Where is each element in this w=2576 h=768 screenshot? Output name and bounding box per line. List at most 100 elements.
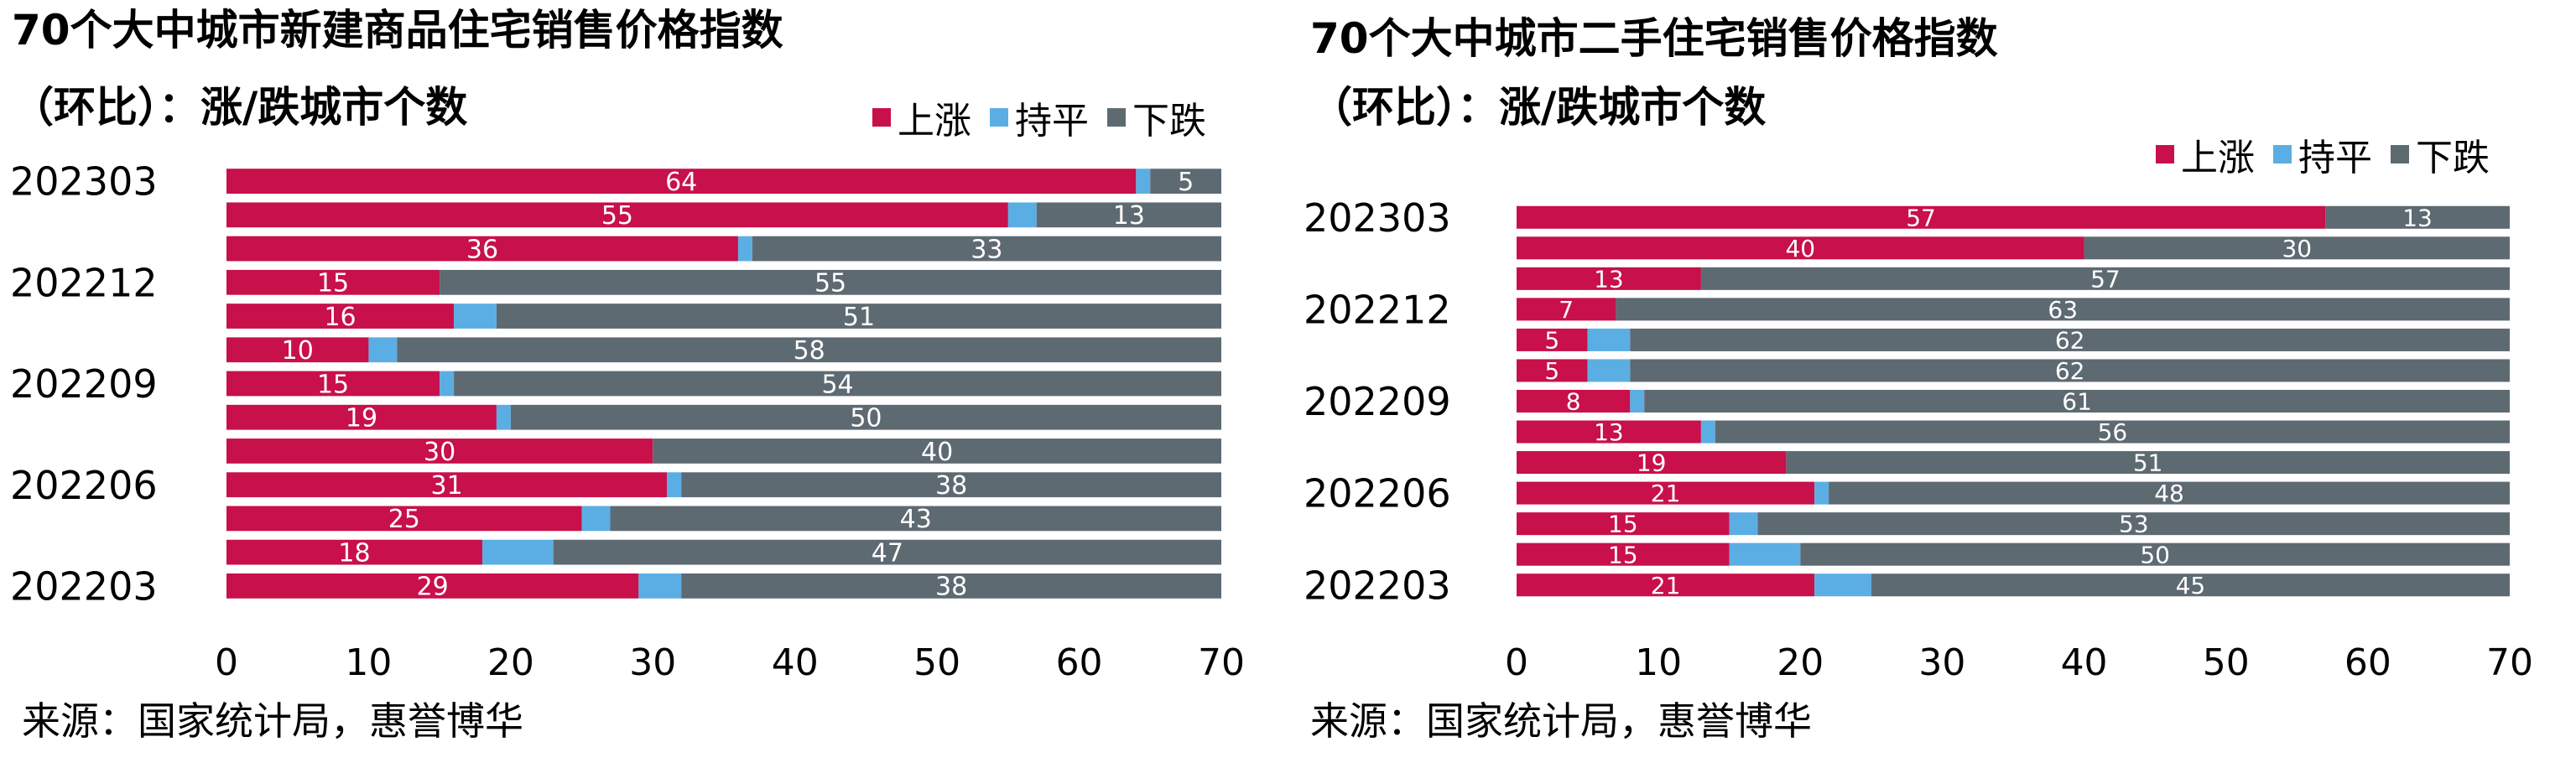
- bar-segment-up: [226, 404, 497, 430]
- data-label-up: 36: [466, 235, 498, 264]
- legend-label-up: 上涨: [2181, 137, 2255, 179]
- chart-panel-new-homes: 70个大中城市新建商品住宅销售价格指数 （环比）：涨/跌城市个数 上涨 持平 下…: [10, 6, 1245, 744]
- category-label: 202203: [1304, 563, 1451, 608]
- source-note: 来源：国家统计局，惠誉博华: [22, 698, 523, 744]
- legend-swatch-up: [2156, 145, 2174, 163]
- bar-segment-flat: [638, 573, 682, 599]
- bar-segment-up: [1517, 573, 1815, 597]
- bar-segment-down: [1616, 298, 2510, 321]
- bar-segment-down: [1871, 573, 2510, 597]
- x-tick-label: 60: [2344, 641, 2391, 684]
- data-label-down: 51: [843, 303, 875, 332]
- chart-legend: 上涨 持平 下跌: [2156, 127, 2490, 181]
- data-label-down: 56: [2098, 418, 2128, 446]
- x-tick-label: 30: [1918, 641, 1965, 684]
- x-tick-label: 10: [345, 641, 392, 684]
- legend-item-flat: 持平: [990, 91, 1089, 144]
- stacked-bar-chart-second-hand-homes: 57 13 202303 40 30 13 57 7 63 202212 5 62 5 62 8 61 2022…: [1304, 195, 2533, 684]
- bar-segment-up: [1517, 328, 1588, 351]
- x-tick-label: 50: [2203, 641, 2250, 684]
- data-label-down: 13: [1113, 201, 1145, 231]
- bar-segment-down: [681, 573, 1221, 599]
- data-label-up: 19: [1637, 449, 1667, 477]
- bar-segment-down: [2325, 205, 2510, 229]
- category-label: 202206: [10, 463, 158, 508]
- bar-segment-flat: [1587, 359, 1631, 382]
- bar-segment-flat: [454, 304, 497, 329]
- data-label-up: 31: [431, 471, 463, 501]
- x-tick-label: 10: [1635, 641, 1682, 684]
- bar-segment-down: [1700, 267, 2510, 290]
- data-label-up: 64: [665, 168, 697, 197]
- x-tick-label: 20: [1777, 641, 1824, 684]
- bar-segment-flat: [1587, 328, 1631, 351]
- category-label: 202212: [1304, 287, 1451, 332]
- legend-swatch-down: [2391, 145, 2409, 163]
- data-label-down: 33: [971, 235, 1002, 264]
- data-label-up: 13: [1594, 418, 1624, 446]
- data-label-down: 47: [872, 538, 903, 568]
- bar-segment-flat: [368, 337, 398, 363]
- x-tick-label: 70: [2486, 641, 2533, 684]
- bar-segment-down: [752, 236, 1221, 262]
- data-label-down: 38: [935, 471, 967, 501]
- bar-segment-up: [226, 169, 1137, 195]
- data-label-down: 38: [935, 573, 967, 602]
- bar-segment-down: [681, 472, 1221, 498]
- bar-segment-flat: [440, 371, 455, 397]
- legend-label-down: 下跌: [2416, 137, 2490, 179]
- data-label-up: 25: [388, 505, 420, 534]
- bar-segment-down: [1644, 389, 2510, 413]
- bar-segment-flat: [737, 236, 752, 262]
- data-label-down: 57: [2090, 265, 2121, 293]
- category-label: 202212: [10, 260, 158, 305]
- data-label-down: 62: [2055, 327, 2085, 355]
- bar-segment-up: [1517, 267, 1701, 290]
- bar-segment-flat: [1007, 202, 1037, 228]
- bar-segment-up: [226, 304, 455, 329]
- data-label-up: 15: [317, 269, 349, 298]
- bar-segment-down: [510, 404, 1221, 430]
- x-tick-label: 60: [1056, 641, 1103, 684]
- bar-segment-up: [1517, 298, 1616, 321]
- bar-segment-flat: [481, 539, 554, 565]
- bar-segment-down: [1150, 169, 1221, 195]
- data-label-down: 48: [2154, 480, 2184, 507]
- bar-segment-up: [1517, 542, 1730, 566]
- data-label-down: 13: [2402, 204, 2433, 231]
- bar-segment-flat: [1814, 481, 1829, 505]
- bar-segment-up: [1517, 236, 2084, 260]
- legend-label-flat: 持平: [2298, 137, 2372, 179]
- data-label-up: 21: [1651, 480, 1681, 507]
- chart-title-line2: （环比）：涨/跌城市个数: [12, 83, 468, 132]
- data-label-down: 61: [2062, 388, 2092, 416]
- x-tick-label: 40: [2061, 641, 2108, 684]
- data-label-up: 15: [1608, 511, 1638, 538]
- bar-segment-up: [226, 371, 440, 397]
- bar-segment-down: [440, 269, 1221, 295]
- x-tick-label: 0: [1505, 641, 1528, 684]
- legend-swatch-down: [1107, 108, 1126, 127]
- chart-title-line1: 70个大中城市新建商品住宅销售价格指数: [12, 6, 783, 54]
- x-tick-label: 20: [487, 641, 534, 684]
- data-label-down: 55: [814, 269, 846, 298]
- bar-segment-flat: [1700, 420, 1715, 444]
- bar-segment-up: [226, 202, 1008, 228]
- bar-segment-down: [1036, 202, 1221, 228]
- bar-segment-flat: [1630, 389, 1645, 413]
- bar-segment-flat: [1814, 573, 1871, 597]
- data-label-up: 15: [1608, 541, 1638, 568]
- bar-segment-up: [226, 438, 653, 464]
- data-label-up: 30: [424, 438, 455, 467]
- bar-segment-down: [553, 539, 1221, 565]
- x-tick-label: 50: [913, 641, 960, 684]
- data-label-up: 5: [1544, 357, 1559, 385]
- category-label: 202203: [10, 563, 158, 609]
- bar-segment-down: [1715, 420, 2510, 444]
- data-label-down: 62: [2055, 357, 2085, 385]
- legend-swatch-up: [872, 108, 891, 127]
- data-label-up: 57: [1906, 204, 1936, 231]
- x-tick-label: 70: [1198, 641, 1245, 684]
- x-tick-label: 40: [772, 641, 819, 684]
- chart-title-line1: 70个大中城市二手住宅销售价格指数: [1310, 14, 1998, 63]
